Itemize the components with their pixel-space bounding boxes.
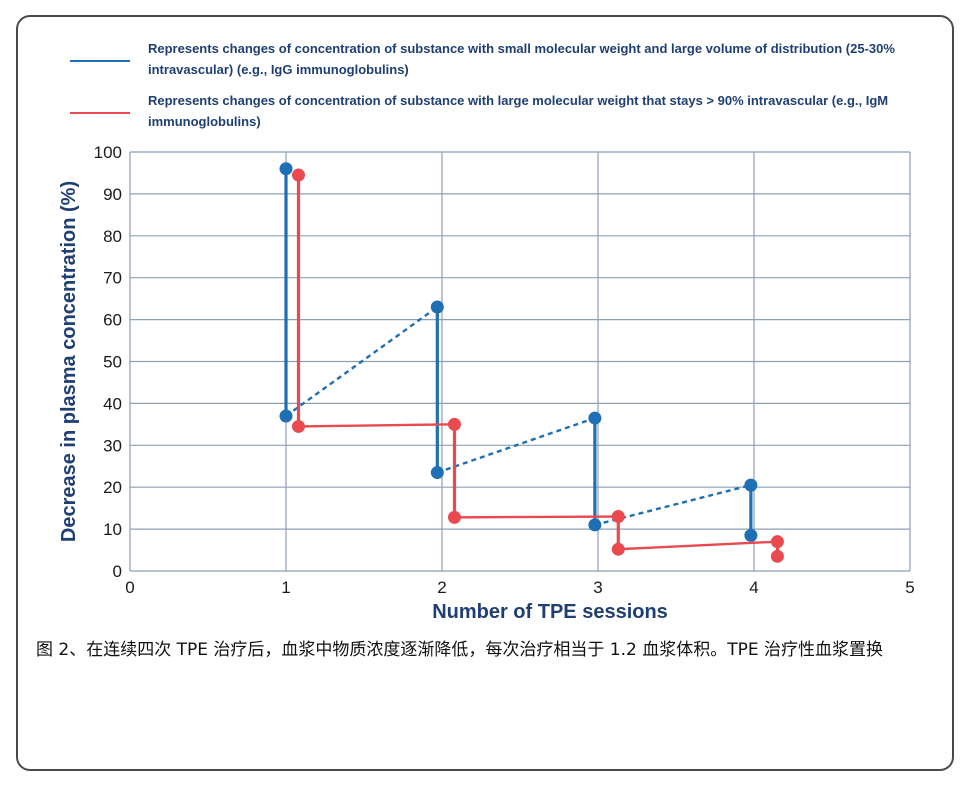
legend-text-red: Represents changes of concentration of s… [148, 93, 889, 129]
point-blue [744, 528, 758, 542]
legend-item-blue: Represents changes of concentration of s… [70, 38, 930, 90]
rebound-line-blue [285, 306, 439, 417]
connector-line-red [298, 423, 455, 428]
x-axis-title: Number of TPE sessions [432, 601, 668, 623]
point-red [447, 510, 461, 524]
x-tick-label: 3 [593, 578, 602, 597]
chart-marks [279, 162, 784, 563]
x-tick-label: 2 [437, 578, 446, 597]
legend-swatch-blue [70, 60, 130, 62]
x-tick-label: 0 [125, 578, 134, 597]
point-blue [430, 300, 444, 314]
y-axis-title: Decrease in plasma concentration (%) [58, 181, 80, 542]
connector-line-red [454, 515, 619, 519]
y-tick-label: 0 [113, 562, 122, 581]
legend-item-red: Represents changes of concentration of s… [70, 90, 930, 142]
point-red [770, 549, 784, 563]
figure-frame [16, 15, 954, 771]
chart-grid [129, 151, 911, 572]
point-blue [279, 162, 293, 176]
legend-text-blue: Represents changes of concentration of s… [148, 41, 895, 77]
point-red [611, 542, 625, 556]
y-tick-label: 30 [103, 436, 122, 455]
point-blue [588, 518, 602, 532]
rebound-line-blue [436, 416, 596, 474]
point-red [770, 535, 784, 549]
point-red [611, 510, 625, 524]
y-tick-label: 80 [103, 227, 122, 246]
y-tick-label: 50 [103, 353, 122, 372]
point-blue [744, 478, 758, 492]
point-blue [588, 411, 602, 425]
y-tick-label: 60 [103, 311, 122, 330]
point-red [291, 419, 305, 433]
y-tick-label: 10 [103, 520, 122, 539]
x-tick-label: 4 [749, 578, 758, 597]
y-tick-label: 90 [103, 185, 122, 204]
legend-swatch-red [70, 112, 130, 114]
y-tick-label: 20 [103, 478, 122, 497]
y-tick-label: 40 [103, 394, 122, 413]
legend: Represents changes of concentration of s… [70, 38, 930, 142]
y-tick-label: 70 [103, 269, 122, 288]
point-blue [430, 466, 444, 480]
x-tick-label: 5 [905, 578, 914, 597]
point-red [291, 168, 305, 182]
y-tick-label: 100 [94, 143, 122, 162]
point-blue [279, 409, 293, 423]
figure-caption: 图 2、在连续四次 TPE 治疗后，血浆中物质浓度逐渐降低，每次治疗相当于 1.… [36, 640, 884, 660]
point-red [447, 417, 461, 431]
x-tick-label: 1 [281, 578, 290, 597]
tick-labels: 0 10 20 30 40 50 60 70 80 90 100 0 1 2 3 4 5 [94, 143, 915, 597]
connector-line-red [618, 540, 778, 551]
